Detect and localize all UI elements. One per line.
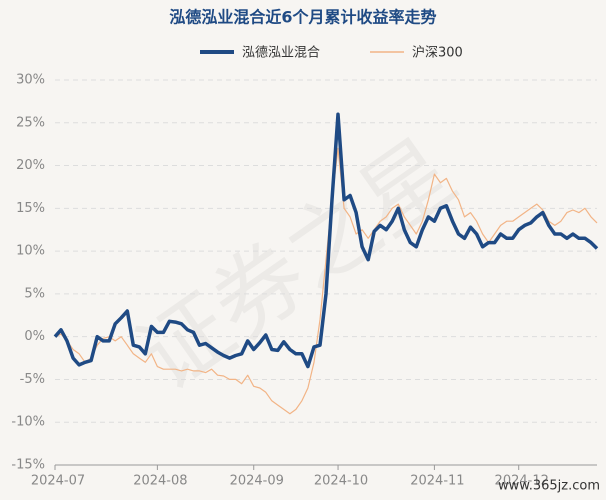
y-tick-label: -5% [20,372,45,387]
source-mark: www.365jz.com [498,479,600,494]
y-tick-label: 25% [16,115,45,130]
y-tick-label: -10% [11,415,45,430]
legend-label: 泓德泓业混合 [242,46,320,61]
legend-label: 沪深300 [412,45,463,61]
x-tick-label: 2024-10 [314,474,368,489]
series-line [54,147,598,415]
y-tick-label: 20% [16,158,45,173]
x-tick-label: 2024-11 [410,474,464,489]
y-tick-label: 0% [24,329,45,344]
y-tick-label: 15% [16,201,45,216]
y-tick-label: 10% [16,244,45,259]
x-tick-label: 2024-09 [230,474,284,489]
y-tick-label: 5% [24,286,45,301]
chart-title: 泓德泓业混合近6个月累计收益率走势 [169,8,436,27]
series-line [53,112,599,369]
x-tick-label: 2024-12 [495,474,549,489]
y-tick-label: -15% [11,458,45,473]
x-tick-label: 2024-07 [31,474,85,489]
y-tick-label: 30% [16,73,45,88]
x-tick-label: 2024-08 [133,474,187,489]
